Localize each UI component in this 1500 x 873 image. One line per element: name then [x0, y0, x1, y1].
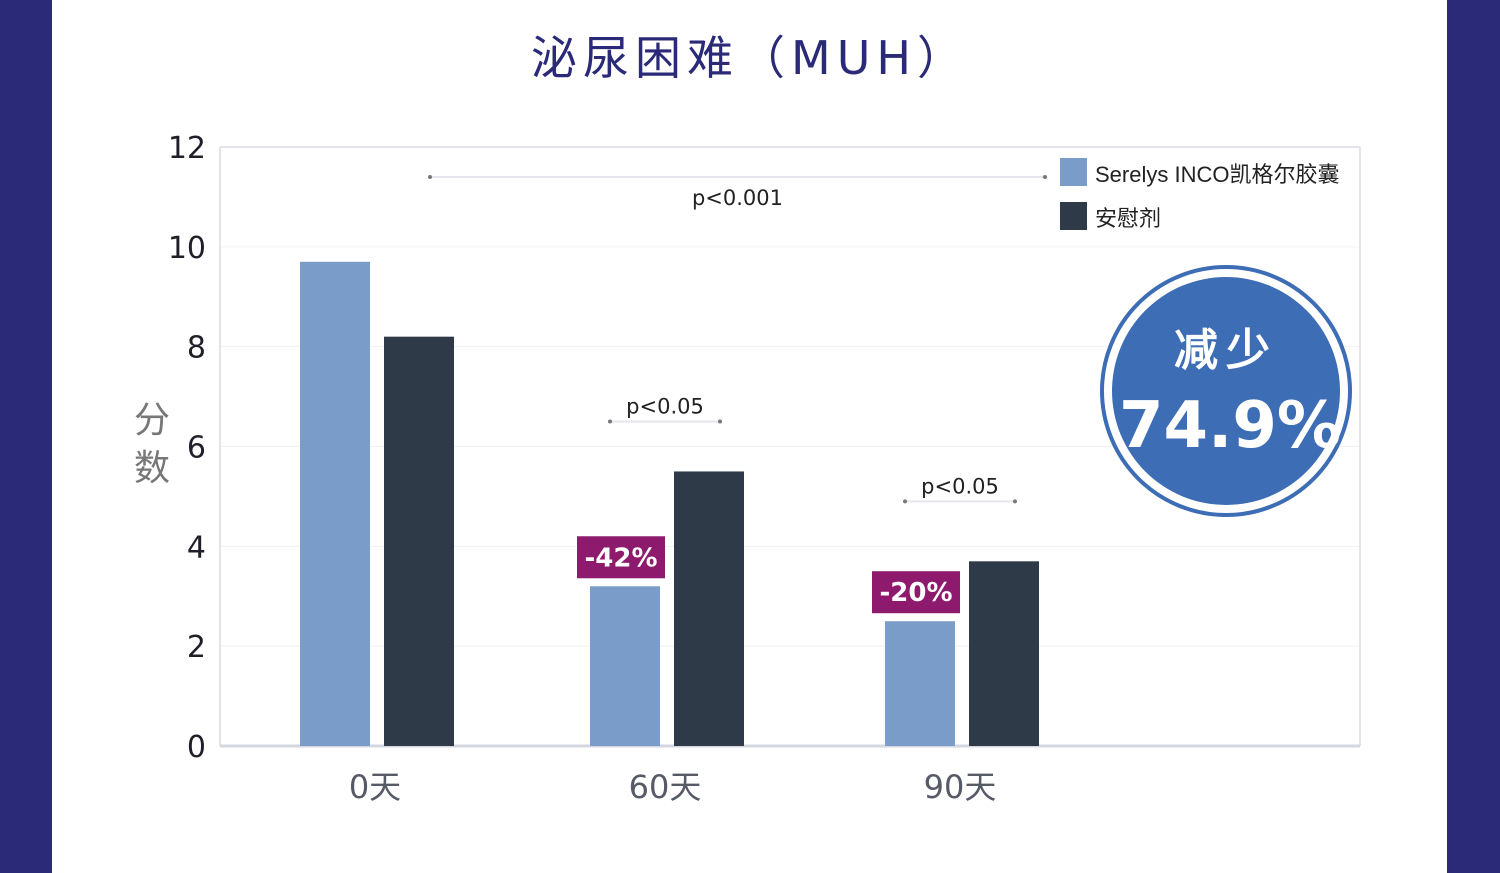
- legend-label: Serelys INCO凯格尔胶囊: [1095, 162, 1339, 187]
- significance-endpoint: [1013, 499, 1017, 504]
- x-tick-label: 60天: [629, 768, 702, 806]
- significance-label: p<0.05: [921, 474, 999, 498]
- significance-brackets: p<0.001 p<0.05 p<0.05: [428, 174, 1047, 504]
- significance-endpoint: [608, 419, 612, 424]
- y-tick-label: 6: [187, 431, 206, 466]
- y-axis-label-line-1: 分: [134, 400, 170, 441]
- y-tick-label: 8: [187, 331, 206, 366]
- reduction-badge-label: -42%: [584, 543, 657, 573]
- circle-label-line-1: 减少: [1174, 325, 1278, 376]
- x-axis-ticks: 0天 60天 90天: [349, 768, 997, 806]
- legend-swatch: [1060, 158, 1087, 186]
- reduction-badges: -42% -20%: [577, 536, 960, 614]
- y-axis-label-line-2: 数: [134, 448, 170, 489]
- reduction-badge-label: -20%: [879, 578, 952, 608]
- significance-endpoint: [718, 419, 722, 424]
- bar-treatment: [590, 586, 660, 746]
- bar-treatment: [300, 261, 370, 746]
- significance-endpoint: [903, 499, 907, 504]
- circle-fill: [1112, 277, 1340, 505]
- x-tick-label: 0天: [349, 768, 401, 806]
- bar-placebo: [674, 471, 744, 746]
- bar-placebo: [969, 561, 1039, 746]
- legend-swatch: [1060, 202, 1087, 230]
- legend-label: 安慰剂: [1095, 206, 1161, 231]
- y-axis-ticks: 0 2 4 6 8 10 12: [168, 131, 206, 765]
- circle-label-line-2: 74.9%: [1119, 389, 1341, 463]
- y-tick-label: 4: [187, 530, 206, 565]
- x-tick-label: 90天: [924, 768, 997, 806]
- y-tick-label: 10: [168, 231, 206, 266]
- significance-label: p<0.05: [626, 395, 704, 419]
- significance-label: p<0.001: [692, 186, 783, 210]
- bars: [300, 261, 1039, 746]
- reduction-badge: [872, 571, 960, 614]
- reduction-badge: [577, 536, 665, 579]
- y-tick-label: 2: [187, 630, 206, 665]
- bar-placebo: [384, 336, 454, 746]
- reduction-circle: 减少 74.9%: [1100, 265, 1352, 517]
- significance-endpoint: [428, 174, 432, 179]
- y-tick-label: 0: [187, 730, 206, 765]
- bar-treatment: [885, 621, 955, 746]
- chart-title: 泌尿困难（MUH）: [531, 31, 969, 85]
- y-tick-label: 12: [168, 131, 206, 166]
- significance-endpoint: [1043, 174, 1047, 179]
